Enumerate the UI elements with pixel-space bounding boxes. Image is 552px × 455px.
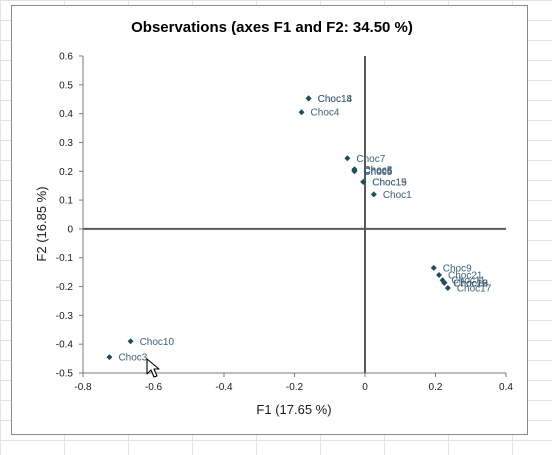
data-point-label: Choc17 [457,283,492,294]
data-point-label: Choc5 [363,167,392,178]
y-tick-label: 0.5 [59,80,73,91]
data-point-label: Choc11 [452,276,486,287]
y-tick-label: -0.4 [56,340,74,351]
x-tick-label: 0.2 [429,382,443,393]
data-point-label: Choc18 [318,94,353,105]
data-point-marker [298,109,305,116]
x-tick-label: -0.4 [215,382,233,393]
x-tick-label: -0.8 [74,382,92,393]
scatter-chart: Observations (axes F1 and F2: 34.50 %) -… [34,19,514,417]
y-axis-title: F2 (16.85 %) [34,186,49,261]
x-tick-label: 0 [362,382,368,393]
data-point-marker [436,272,443,279]
chart-title: Observations (axes F1 and F2: 34.50 %) [131,19,413,36]
data-point-marker [305,95,312,102]
y-tick-label: 0.6 [59,52,73,63]
data-point-label: Choc10 [140,337,175,348]
y-tick-label: -0.2 [56,282,74,293]
data-point-label: Choc9 [443,263,472,274]
data-point-label: Choc14 [318,94,353,105]
data-point-label: Choc13 [453,278,488,289]
data-point-marker [106,354,113,361]
y-tick-label: 0.2 [59,167,73,178]
data-point-label: Choc6 [363,166,392,177]
y-tick-label: -0.3 [56,311,74,322]
x-tick-label: 0.4 [499,382,513,393]
data-point-marker [127,338,134,345]
data-point-label: Choc7 [356,154,385,165]
data-point-label: Choc12 [453,278,488,289]
data-point-marker [344,155,351,162]
data-point-label: Choc16 [453,278,488,289]
data-point-marker [360,178,367,185]
data-point-marker [430,264,437,271]
data-point-label: Choc20 [453,278,488,289]
data-point-label: Choc4 [311,108,340,119]
x-tick-label: -0.2 [286,382,304,393]
y-tick-label: 0.3 [59,138,73,149]
mouse-cursor-icon [146,358,160,378]
y-tick-label: -0.5 [56,369,74,380]
y-tick-label: 0.4 [59,109,73,120]
data-point-label: Choc3 [118,353,147,364]
tick-labels: -0.8 -0.6 -0.4 -0.2 0 0.2 0.4 0.6 0.5 0.4 0.3 0.2 0.… [56,52,514,394]
data-point-marker [370,191,377,198]
data-point-label: Choc15 [372,177,407,188]
y-tick-label: -0.1 [56,253,74,264]
y-tick-label: 0 [67,224,73,235]
data-point-label: Choc21 [448,271,483,282]
data-point-marker [444,284,451,291]
data-points: Choc18Choc14Choc4Choc7Choc8Choc6Choc5Cho… [106,94,492,364]
data-point-label: Choc8 [363,165,392,176]
x-tick-label: -0.6 [145,382,163,393]
data-point-marker [441,279,448,286]
data-point-label: Choc1 [383,190,412,201]
data-point-label: Choc19 [372,177,407,188]
y-tick-label: 0.1 [59,196,73,207]
x-axis-title: F1 (17.65 %) [256,402,331,417]
axes [79,55,507,377]
chart-area: Observations (axes F1 and F2: 34.50 %) -… [11,5,528,435]
data-point-marker [351,168,358,175]
